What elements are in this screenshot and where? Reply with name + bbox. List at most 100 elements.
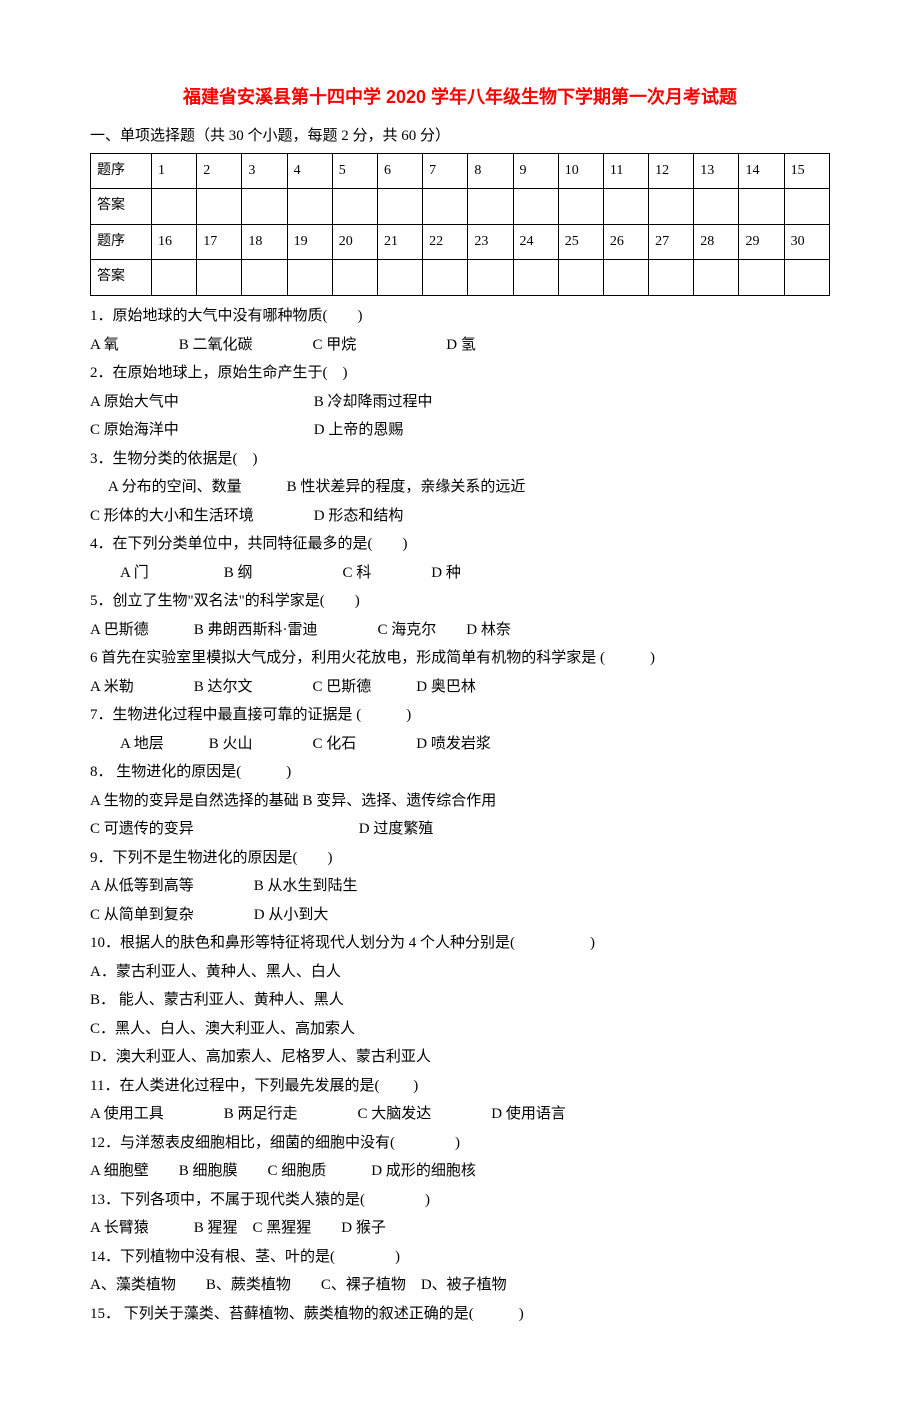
cell: 17	[197, 224, 242, 260]
cell	[649, 189, 694, 225]
cell	[242, 260, 287, 296]
section-header: 一、单项选择题（共 30 个小题，每题 2 分，共 60 分）	[90, 122, 830, 151]
question-6-options: A 米勒 B 达尔文 C 巴斯德 D 奥巴林	[90, 673, 830, 702]
cell: 25	[558, 224, 603, 260]
question-10-option-a: A．蒙古利亚人、黄种人、黑人、白人	[90, 958, 830, 987]
cell: 22	[423, 224, 468, 260]
cell: 8	[468, 153, 513, 189]
cell: 11	[603, 153, 648, 189]
cell	[468, 260, 513, 296]
cell	[423, 260, 468, 296]
cell: 3	[242, 153, 287, 189]
cell	[332, 260, 377, 296]
cell	[513, 189, 558, 225]
table-row: 题序 16 17 18 19 20 21 22 23 24 25 26 27 2…	[91, 224, 830, 260]
cell	[739, 260, 784, 296]
cell: 23	[468, 224, 513, 260]
question-8-options-a: A 生物的变异是自然选择的基础 B 变异、选择、遗传综合作用	[90, 787, 830, 816]
cell	[694, 189, 739, 225]
question-10: 10．根据人的肤色和鼻形等特征将现代人划分为 4 个人种分别是( )	[90, 929, 830, 958]
cell	[649, 260, 694, 296]
table-row: 答案	[91, 189, 830, 225]
cell	[603, 189, 648, 225]
question-3: 3．生物分类的依据是( )	[90, 445, 830, 474]
cell: 18	[242, 224, 287, 260]
question-1: 1．原始地球的大气中没有哪种物质( )	[90, 302, 830, 331]
question-3-options-a: A 分布的空间、数量 B 性状差异的程度，亲缘关系的远近	[90, 473, 830, 502]
question-9-options-b: C 从简单到复杂 D 从小到大	[90, 901, 830, 930]
cell	[197, 189, 242, 225]
row-label: 题序	[91, 224, 152, 260]
cell	[332, 189, 377, 225]
cell: 26	[603, 224, 648, 260]
question-12-options: A 细胞壁 B 细胞膜 C 细胞质 D 成形的细胞核	[90, 1157, 830, 1186]
cell	[468, 189, 513, 225]
question-9: 9．下列不是生物进化的原因是( )	[90, 844, 830, 873]
cell: 19	[287, 224, 332, 260]
cell	[739, 189, 784, 225]
question-13: 13．下列各项中，不属于现代类人猿的是( )	[90, 1186, 830, 1215]
cell: 29	[739, 224, 784, 260]
question-5: 5．创立了生物"双名法"的科学家是( )	[90, 587, 830, 616]
question-11: 11．在人类进化过程中，下列最先发展的是( )	[90, 1072, 830, 1101]
question-4-options: A 门 B 纲 C 科 D 种	[90, 559, 830, 588]
question-3-options-b: C 形体的大小和生活环境 D 形态和结构	[90, 502, 830, 531]
cell: 21	[377, 224, 422, 260]
cell: 13	[694, 153, 739, 189]
cell	[513, 260, 558, 296]
cell: 15	[784, 153, 829, 189]
question-14: 14．下列植物中没有根、茎、叶的是( )	[90, 1243, 830, 1272]
cell	[784, 189, 829, 225]
cell	[558, 189, 603, 225]
table-row: 题序 1 2 3 4 5 6 7 8 9 10 11 12 13 14 15	[91, 153, 830, 189]
cell	[152, 260, 197, 296]
cell: 30	[784, 224, 829, 260]
question-14-options: A、藻类植物 B、蕨类植物 C、裸子植物 D、被子植物	[90, 1271, 830, 1300]
cell	[603, 260, 648, 296]
page-title: 福建省安溪县第十四中学 2020 学年八年级生物下学期第一次月考试题	[90, 80, 830, 114]
question-5-options: A 巴斯德 B 弗朗西斯科·雷迪 C 海克尔 D 林奈	[90, 616, 830, 645]
cell	[242, 189, 287, 225]
cell	[784, 260, 829, 296]
question-12: 12．与洋葱表皮细胞相比，细菌的细胞中没有( )	[90, 1129, 830, 1158]
question-1-options: A 氧 B 二氧化碳 C 甲烷 D 氢	[90, 331, 830, 360]
cell	[694, 260, 739, 296]
question-10-option-c: C．黑人、白人、澳大利亚人、高加索人	[90, 1015, 830, 1044]
cell: 12	[649, 153, 694, 189]
cell: 5	[332, 153, 377, 189]
question-10-option-d: D．澳大利亚人、高加索人、尼格罗人、蒙古利亚人	[90, 1043, 830, 1072]
question-2-options-a: A 原始大气中 B 冷却降雨过程中	[90, 388, 830, 417]
question-7-options: A 地层 B 火山 C 化石 D 喷发岩浆	[90, 730, 830, 759]
cell: 24	[513, 224, 558, 260]
cell	[197, 260, 242, 296]
cell	[287, 189, 332, 225]
cell: 9	[513, 153, 558, 189]
question-6: 6 首先在实验室里模拟大气成分，利用火花放电，形成简单有机物的科学家是 ( )	[90, 644, 830, 673]
cell: 2	[197, 153, 242, 189]
table-row: 答案	[91, 260, 830, 296]
question-15: 15． 下列关于藻类、苔藓植物、蕨类植物的叙述正确的是( )	[90, 1300, 830, 1329]
cell: 16	[152, 224, 197, 260]
cell: 28	[694, 224, 739, 260]
cell	[558, 260, 603, 296]
row-label: 题序	[91, 153, 152, 189]
cell	[152, 189, 197, 225]
cell: 10	[558, 153, 603, 189]
question-13-options: A 长臂猿 B 猩猩 C 黑猩猩 D 猴子	[90, 1214, 830, 1243]
answer-grid: 题序 1 2 3 4 5 6 7 8 9 10 11 12 13 14 15 答…	[90, 153, 830, 296]
cell	[423, 189, 468, 225]
cell: 6	[377, 153, 422, 189]
cell: 27	[649, 224, 694, 260]
question-7: 7．生物进化过程中最直接可靠的证据是 ( )	[90, 701, 830, 730]
cell	[377, 189, 422, 225]
question-2-options-b: C 原始海洋中 D 上帝的恩赐	[90, 416, 830, 445]
cell: 20	[332, 224, 377, 260]
cell: 1	[152, 153, 197, 189]
question-8: 8． 生物进化的原因是( )	[90, 758, 830, 787]
cell: 4	[287, 153, 332, 189]
cell: 14	[739, 153, 784, 189]
question-4: 4．在下列分类单位中，共同特征最多的是( )	[90, 530, 830, 559]
cell	[377, 260, 422, 296]
row-label: 答案	[91, 260, 152, 296]
question-10-option-b: B． 能人、蒙古利亚人、黄种人、黑人	[90, 986, 830, 1015]
